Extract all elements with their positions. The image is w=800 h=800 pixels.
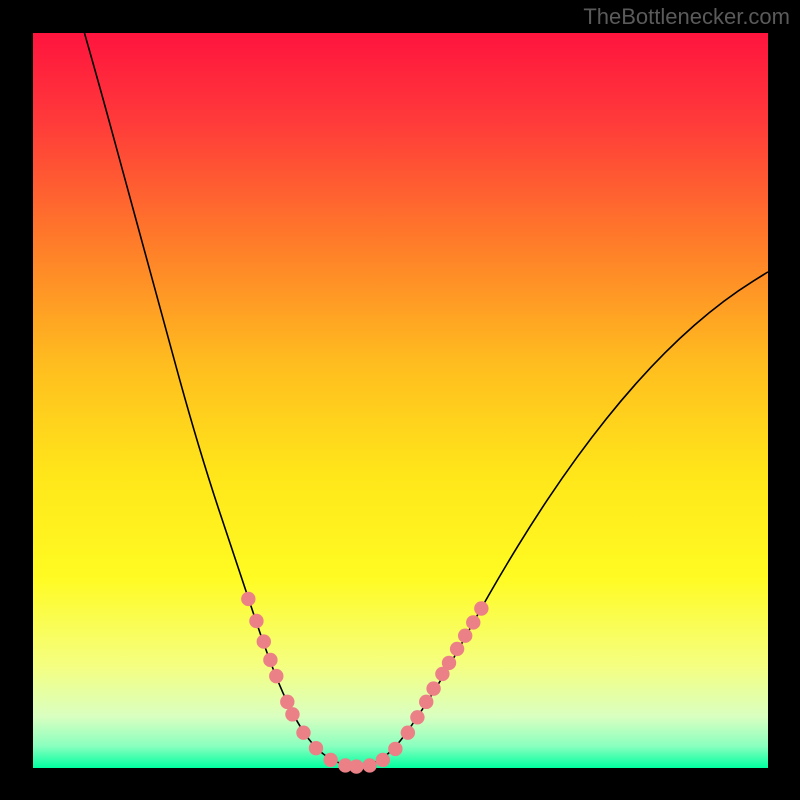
plot-area	[33, 33, 768, 768]
watermark-text: TheBottlenecker.com	[583, 4, 790, 30]
chart-frame: TheBottlenecker.com	[0, 0, 800, 800]
